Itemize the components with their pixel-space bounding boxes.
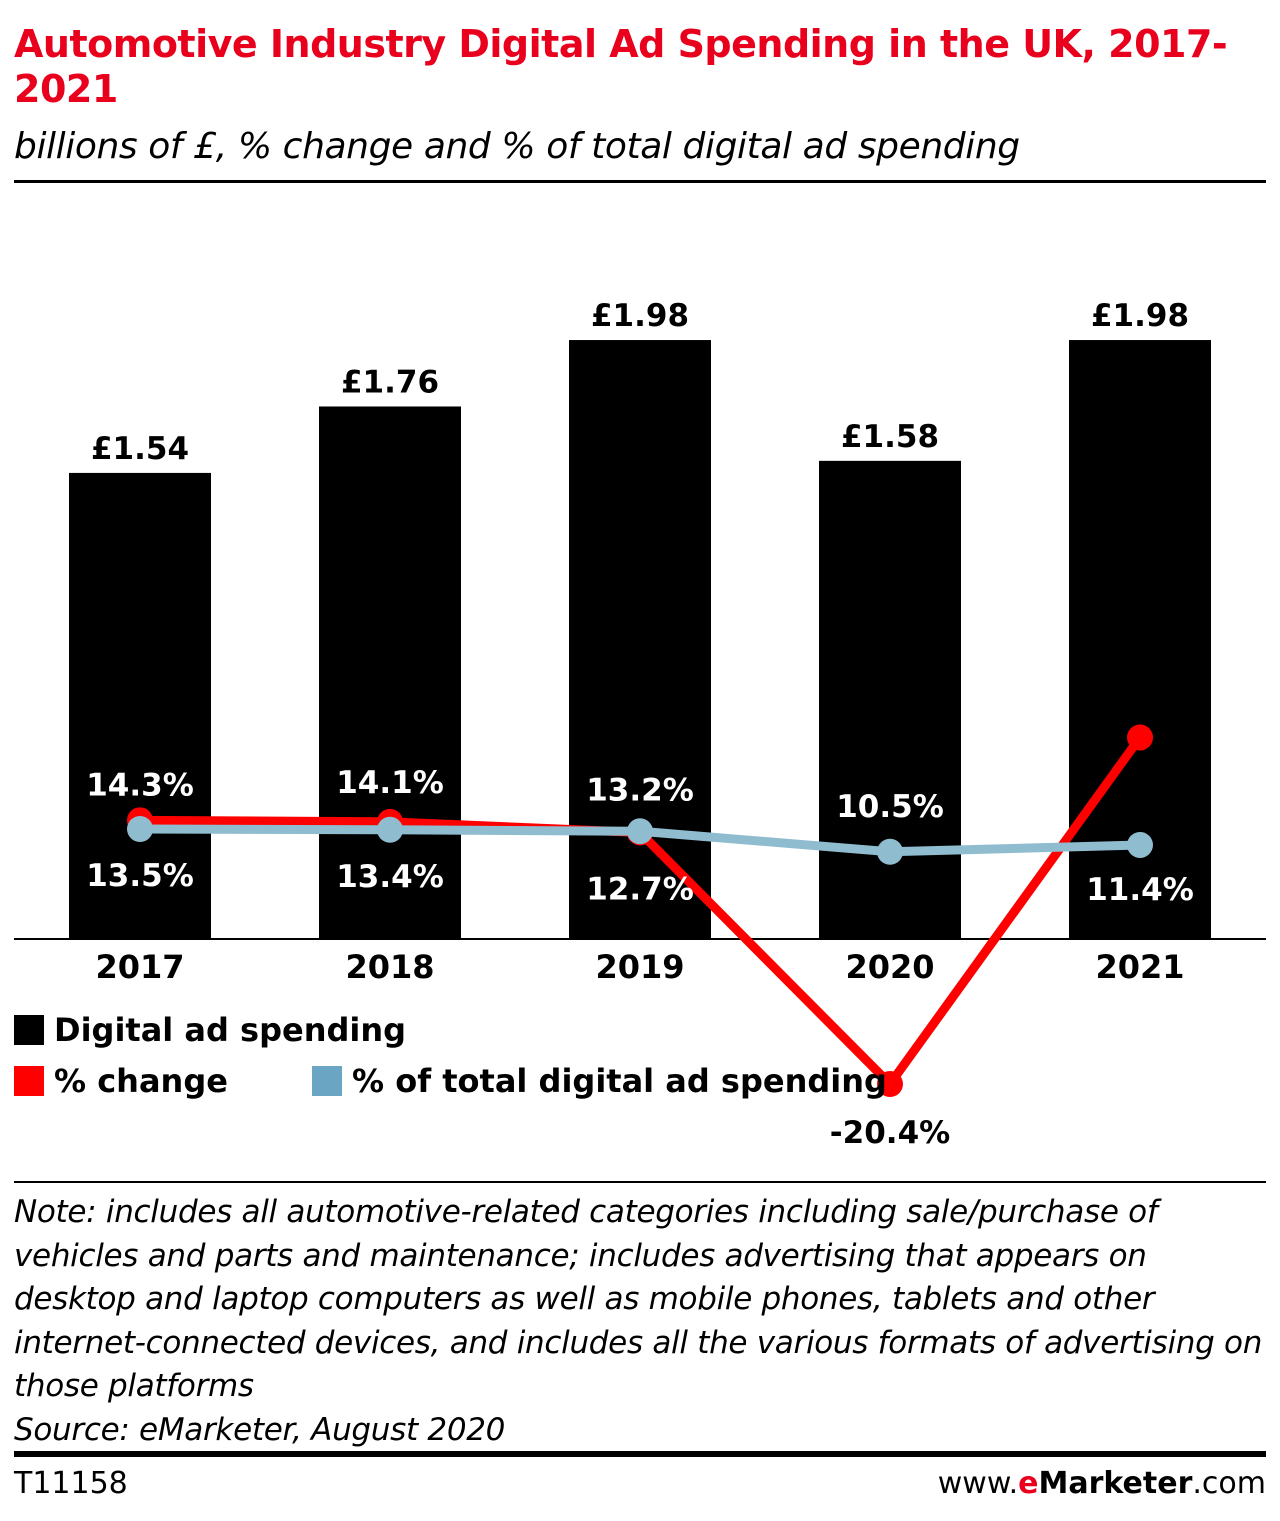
bar-label-2019: £1.98	[591, 298, 689, 334]
footer-rule	[14, 1451, 1266, 1457]
change-label-2020: -20.4%	[830, 1115, 950, 1151]
legend-item-share: % of total digital ad spending	[312, 1061, 887, 1101]
share-point-2018	[377, 816, 403, 843]
chart-code: T11158	[14, 1466, 128, 1501]
bar-label-2017: £1.54	[91, 431, 189, 467]
change-point-2020	[877, 1071, 903, 1098]
change-point-2021	[1127, 724, 1153, 751]
change-label-2017: 14.3%	[86, 767, 194, 803]
brand-e: e	[1018, 1466, 1039, 1501]
brand-link[interactable]: www.eMarketer.com	[938, 1464, 1266, 1504]
x-tick-2017: 2017	[95, 948, 184, 986]
change-label-2019: 12.7%	[586, 871, 694, 907]
note-rule	[14, 1181, 1266, 1183]
share-label-2018: 13.4%	[336, 859, 444, 895]
chart-title: Automotive Industry Digital Ad Spending …	[14, 22, 1228, 111]
share-label-2017: 13.5%	[86, 858, 194, 894]
x-tick-2019: 2019	[595, 948, 684, 986]
chart-canvas: £1.54 £1.76 £1.98 £1.58 £1.98 2017 2018 2019 202…	[14, 298, 1266, 1151]
legend-swatch-share	[312, 1066, 342, 1096]
legend-label-change: % change	[54, 1062, 228, 1100]
legend-swatch-change	[14, 1066, 44, 1096]
share-label-2019: 13.2%	[586, 772, 694, 808]
share-point-2019	[627, 818, 653, 845]
legend-label-spending: Digital ad spending	[54, 1011, 407, 1049]
bar-label-2020: £1.58	[841, 419, 939, 455]
share-point-2017	[127, 816, 153, 842]
legend-item-spending: Digital ad spending	[14, 1010, 406, 1050]
x-tick-2018: 2018	[345, 948, 434, 986]
legend-swatch-spending	[14, 1015, 44, 1045]
bar-label-2018: £1.76	[341, 364, 439, 400]
share-label-2020: 10.5%	[836, 789, 944, 825]
legend-item-change: % change	[14, 1061, 228, 1101]
change-label-2018: 14.1%	[336, 765, 444, 801]
chart-subtitle: billions of £, % change and % of total d…	[14, 126, 1020, 167]
share-label-2021: 11.4%	[1086, 872, 1194, 908]
x-tick-2020: 2020	[845, 948, 934, 986]
footnote: Note: includes all automotive-related ca…	[14, 1191, 1266, 1452]
bar-2017	[69, 472, 211, 938]
legend-label-share: % of total digital ad spending	[352, 1062, 887, 1100]
note-text: Note: includes all automotive-related ca…	[14, 1194, 1263, 1404]
share-point-2021	[1127, 831, 1153, 858]
x-tick-2021: 2021	[1095, 948, 1184, 986]
change-label-2021: 25.2%	[1086, 690, 1194, 726]
brand-suffix: .com	[1192, 1466, 1266, 1501]
bar-2019	[569, 340, 711, 938]
bar-2020	[819, 460, 961, 938]
brand-name: Marketer	[1038, 1466, 1193, 1501]
bar-2018	[319, 406, 461, 939]
bar-label-2021: £1.98	[1091, 298, 1189, 334]
source-text: Source: eMarketer, August 2020	[14, 1411, 506, 1448]
brand-prefix: www.	[937, 1466, 1019, 1501]
share-point-2020	[877, 838, 903, 865]
title-rule	[14, 180, 1266, 183]
